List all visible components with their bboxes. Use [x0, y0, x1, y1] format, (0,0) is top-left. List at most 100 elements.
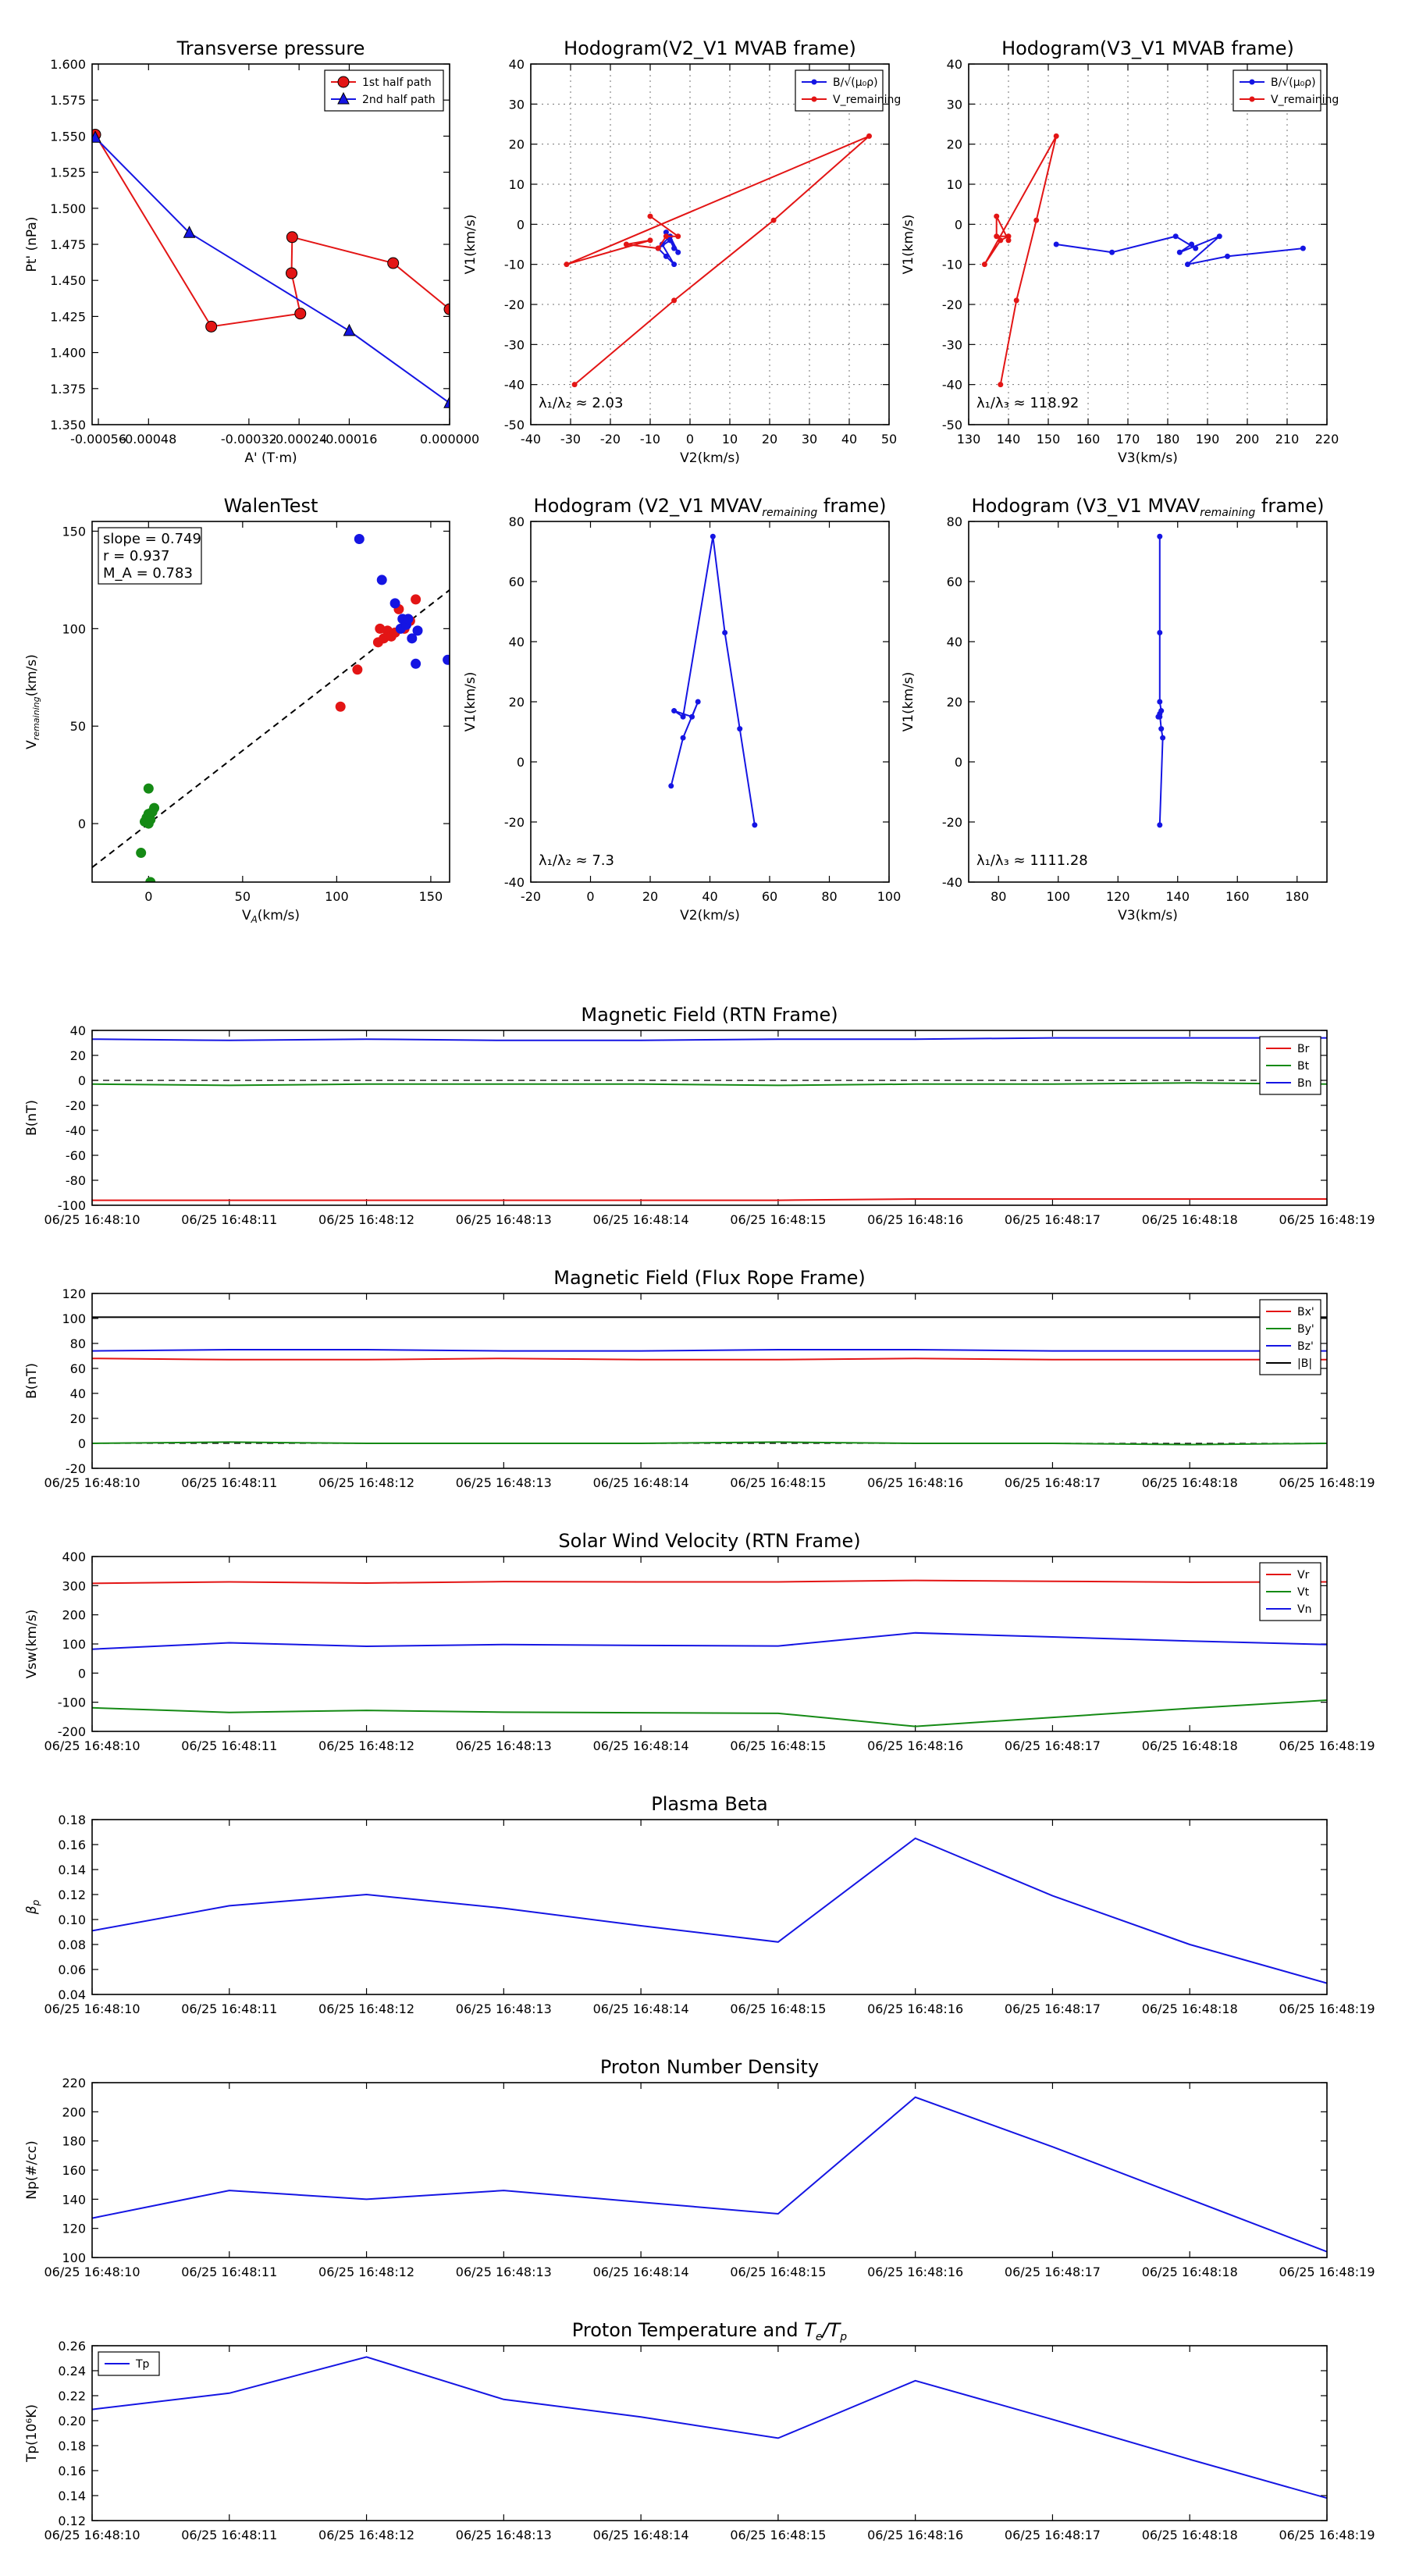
- chart-title: Plasma Beta: [651, 1793, 767, 1815]
- x-tick-label: 06/25 16:48:19: [1279, 2528, 1375, 2542]
- y-tick-label: 120: [62, 2222, 86, 2236]
- x-tick-label: 06/25 16:48:14: [593, 2528, 689, 2542]
- x-tick-label: 06/25 16:48:13: [456, 1475, 552, 1490]
- scatter-point: [354, 533, 365, 544]
- x-tick-label: 0: [144, 889, 152, 904]
- chart-title: Solar Wind Velocity (RTN Frame): [558, 1530, 860, 1552]
- point-marker: [671, 297, 678, 304]
- x-tick-label: 06/25 16:48:11: [181, 2265, 277, 2279]
- series-line-Tp: [91, 2356, 1328, 2500]
- plot-frame: [91, 63, 450, 425]
- y-tick-label: -100: [58, 1695, 86, 1710]
- x-tick-label: 40: [841, 432, 857, 447]
- series-line-Bt: [91, 1082, 1328, 1087]
- x-tick-label: 06/25 16:48:18: [1142, 2528, 1238, 2542]
- title-subscript: p: [839, 2331, 847, 2343]
- point-marker: [1176, 249, 1183, 255]
- stat-line: r = 0.937: [103, 548, 169, 564]
- data-layer: [981, 133, 1306, 388]
- eigenvalue-ratio: λ₁/λ₃ ≈ 1111.28: [976, 852, 1088, 869]
- x-tick-label: 100: [1046, 889, 1070, 904]
- y-tick-label: -40: [504, 378, 525, 393]
- x-tick-label: 160: [1076, 432, 1101, 447]
- x-axis-label: VA(km/s): [242, 908, 300, 925]
- x-tick-label: 06/25 16:48:14: [593, 1475, 689, 1490]
- y-axis-label: Pt' (nPa): [24, 217, 40, 272]
- x-tick-label: 06/25 16:48:12: [318, 1475, 414, 1490]
- point-marker: [663, 233, 669, 240]
- point-marker: [564, 262, 570, 268]
- point-marker: [1157, 629, 1163, 635]
- y-axis-label: B(nT): [24, 1363, 40, 1399]
- title-part: frame): [817, 495, 886, 517]
- x-tick-label: 06/25 16:48:19: [1279, 1475, 1375, 1490]
- y-tick-label: 0.16: [58, 1838, 86, 1852]
- y-tick-label: 160: [62, 2163, 86, 2178]
- title-subscript: remaining: [762, 507, 817, 519]
- y-tick-label: -10: [942, 258, 962, 272]
- chart-magnetic_field_rtn: 06/25 16:48:10 06/25 16:48:11 06/25 16:48:…: [24, 1004, 1375, 1227]
- x-tick-label: 06/25 16:48:12: [318, 1738, 414, 1753]
- scatter-point: [376, 575, 387, 585]
- y-tick-label: 1.400: [50, 346, 86, 361]
- x-tick-label: -0.00032: [221, 432, 277, 447]
- x-tick-label: 06/25 16:48:17: [1005, 2528, 1101, 2542]
- point-marker: [1172, 233, 1179, 240]
- eigenvalue-ratio: λ₁/λ₂ ≈ 7.3: [539, 852, 614, 869]
- y-tick-label: 1.425: [50, 309, 86, 324]
- y-axis-label: Vsw(km/s): [24, 1610, 40, 1679]
- y-tick-label: 1.500: [50, 201, 86, 216]
- y-tick-label: 0: [78, 1666, 86, 1681]
- x-tick-label: 06/25 16:48:14: [593, 2001, 689, 2016]
- x-tick-label: 06/25 16:48:11: [181, 2001, 277, 2016]
- y-axis-label: Np(#/cc): [24, 2140, 40, 2199]
- y-tick-label: -40: [504, 875, 525, 890]
- y-tick-label: 10: [509, 177, 525, 192]
- y-tick-label: 20: [509, 137, 525, 152]
- scatter-point: [149, 802, 160, 813]
- chart-title: Hodogram (V2_V1 MVAVremaining frame): [534, 495, 887, 519]
- data-layer: [92, 129, 450, 408]
- y-tick-label: -20: [66, 1098, 86, 1113]
- title-part: frame): [1255, 495, 1324, 517]
- x-tick-label: 06/25 16:48:12: [318, 2001, 414, 2016]
- chart-title: WalenTest: [224, 495, 318, 517]
- point-marker: [1160, 735, 1166, 741]
- y-tick-label: 0: [955, 755, 962, 770]
- x-tick-label: 06/25 16:48:14: [593, 1212, 689, 1227]
- point-marker: [1193, 245, 1199, 251]
- y-tick-label: 1.525: [50, 165, 86, 180]
- x-tick-label: -0.00056: [70, 432, 126, 447]
- x-tick-label: 06/25 16:48:17: [1005, 1212, 1101, 1227]
- x-tick-label: 06/25 16:48:12: [318, 2528, 414, 2542]
- point-marker: [710, 533, 716, 539]
- y-tick-label: 0.18: [58, 2439, 86, 2453]
- x-tick-label: 60: [762, 889, 777, 904]
- y-tick-label: 40: [509, 57, 525, 72]
- y-tick-label: 20: [70, 1411, 86, 1426]
- label-subscript: A: [251, 914, 258, 925]
- y-tick-label: 1.475: [50, 237, 86, 252]
- point-marker: [647, 237, 653, 244]
- point-marker: [294, 308, 307, 320]
- y-axis-label: V1(km/s): [901, 215, 916, 275]
- legend-label: B/√(μ₀ρ): [833, 76, 878, 89]
- chart-transverse_pressure: -0.00056-0.00048 -0.00032-0.00024-0.00016…: [24, 37, 479, 466]
- x-tick-label: 150: [419, 889, 443, 904]
- x-tick-label: 06/25 16:48:13: [456, 2265, 552, 2279]
- y-tick-label: -20: [504, 815, 525, 830]
- point-marker: [1157, 699, 1163, 705]
- x-tick-label: 180: [1156, 432, 1180, 447]
- plot-frame: [968, 63, 1328, 425]
- series-line-Np: [91, 2096, 1328, 2253]
- chart-title: Proton Number Density: [600, 2056, 819, 2078]
- y-tick-label: 0: [955, 217, 962, 232]
- x-tick-label: 100: [877, 889, 902, 904]
- x-tick-label: 06/25 16:48:15: [730, 2528, 826, 2542]
- chart-proton_temperature: 06/25 16:48:10 06/25 16:48:11 06/25 16:48:…: [24, 2319, 1375, 2542]
- y-tick-label: 140: [62, 2192, 86, 2207]
- x-tick-label: 50: [235, 889, 251, 904]
- point-marker: [675, 249, 681, 255]
- y-tick-label: 50: [70, 719, 86, 734]
- series-line: [984, 135, 1058, 385]
